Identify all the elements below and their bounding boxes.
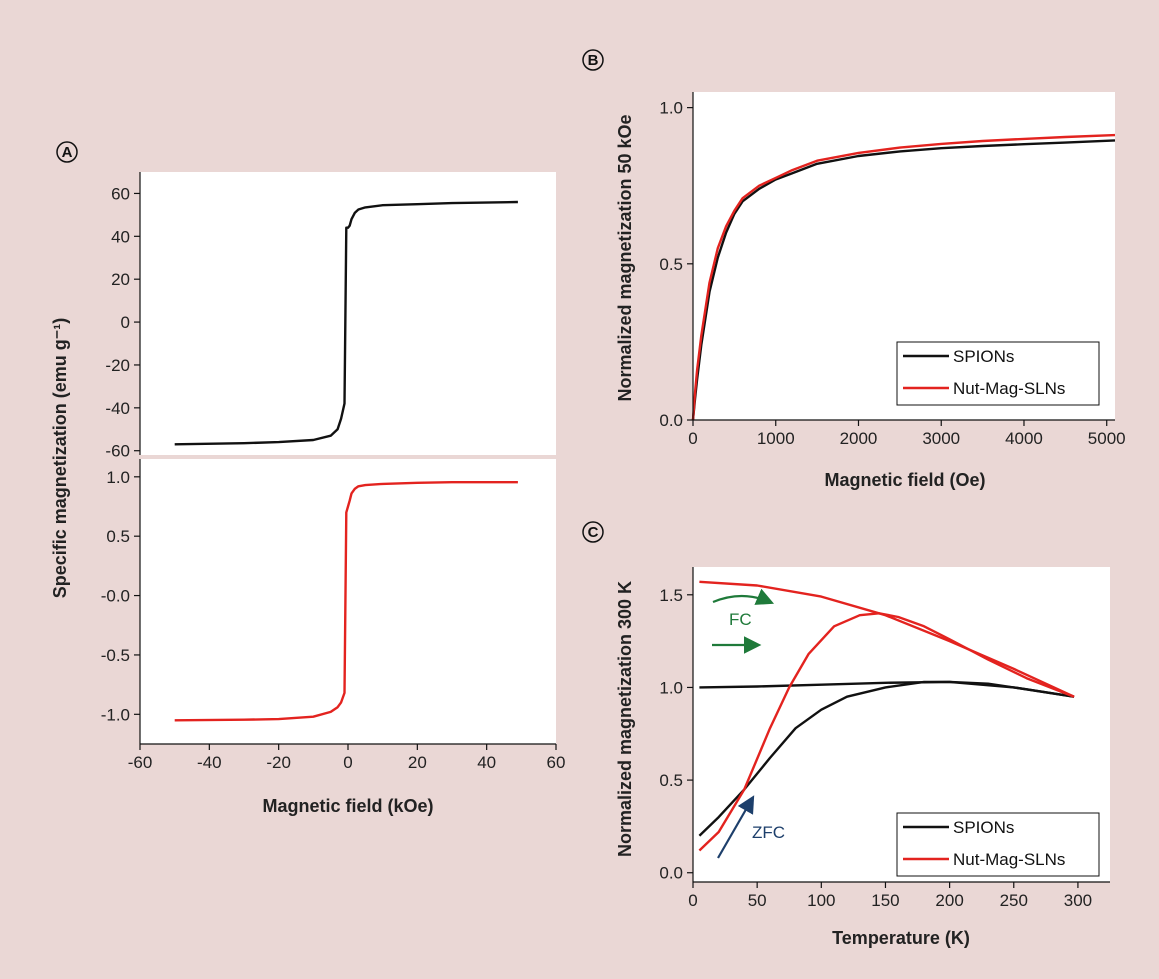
series-line-b-0 xyxy=(691,139,1116,421)
x-tick-label: 200 xyxy=(935,891,963,910)
series-line-a-bottom-0 xyxy=(174,481,518,722)
panel-b: B 0.0 0.5 1.0 0 1000 2000 3000 4000 5000 Normali… xyxy=(582,49,1126,490)
panel-c-x-axis-label: Temperature (K) xyxy=(832,928,970,948)
fc-annotation: FC xyxy=(729,610,752,629)
x-tick-label: -20 xyxy=(266,753,291,772)
y-tick-label: 0.5 xyxy=(659,255,683,274)
x-tick-label: 60 xyxy=(547,753,566,772)
panel-a: A 60 40 20 0 -20 -40 -60 1.0 0.5 -0.0 -0.5 -1.0 -60… xyxy=(50,141,566,816)
y-tick-label: -1.0 xyxy=(101,705,130,724)
y-tick-label: -20 xyxy=(105,356,130,375)
x-tick-label: 300 xyxy=(1064,891,1092,910)
legend-label-spions: SPIONs xyxy=(953,818,1014,837)
panel-c-plot: 0.0 0.5 1.0 1.5 0 50 100 150 200 250 300 xyxy=(659,567,1110,910)
x-tick-label: -40 xyxy=(197,753,222,772)
panel-a-top-plot: 60 40 20 0 -20 -40 -60 xyxy=(105,172,518,461)
x-tick-label: 100 xyxy=(807,891,835,910)
series-line-b-1 xyxy=(691,133,1116,421)
y-tick-label: -0.5 xyxy=(101,646,130,665)
y-tick-label: 1.5 xyxy=(659,586,683,605)
x-tick-label: -60 xyxy=(128,753,153,772)
panel-a-letter: A xyxy=(62,144,73,161)
x-tick-label: 20 xyxy=(408,753,427,772)
panel-a-bottom-plot: 1.0 0.5 -0.0 -0.5 -1.0 -60 -40 -20 0 20 40 60 xyxy=(101,459,566,772)
y-tick-label: 60 xyxy=(111,184,130,203)
x-tick-label: 1000 xyxy=(757,429,795,448)
y-tick-label: 40 xyxy=(111,227,130,246)
x-tick-label: 0 xyxy=(688,429,697,448)
series-line-a-top-0 xyxy=(174,200,518,446)
legend-label-spions: SPIONs xyxy=(953,347,1014,366)
x-tick-label: 5000 xyxy=(1088,429,1126,448)
legend-label-nut-mag-slns: Nut-Mag-SLNs xyxy=(953,379,1065,398)
x-tick-label: 3000 xyxy=(922,429,960,448)
x-tick-label: 2000 xyxy=(840,429,878,448)
panel-b-legend: SPIONs Nut-Mag-SLNs xyxy=(896,341,1100,406)
zfc-annotation: ZFC xyxy=(752,823,785,842)
y-tick-label: 0.0 xyxy=(659,864,683,883)
zfc-arrow xyxy=(717,795,755,859)
fc-curved-arrow xyxy=(712,588,775,605)
y-tick-label: 0.0 xyxy=(659,411,683,430)
panel-a-x-axis-label: Magnetic field (kOe) xyxy=(262,796,433,816)
panel-b-x-axis-label: Magnetic field (Oe) xyxy=(824,470,985,490)
y-tick-label: -40 xyxy=(105,399,130,418)
panel-c-badge xyxy=(582,521,604,543)
x-tick-label: 250 xyxy=(1000,891,1028,910)
x-tick-label: 50 xyxy=(748,891,767,910)
y-tick-label: -60 xyxy=(105,442,130,461)
series-line-c-3 xyxy=(698,612,1075,852)
y-tick-label: 1.0 xyxy=(659,678,683,697)
y-tick-label: 0.5 xyxy=(659,771,683,790)
panel-a-y-axis-label: Specific magnetization (emu g⁻¹) xyxy=(50,318,70,599)
y-tick-label: -0.0 xyxy=(101,587,130,606)
legend-label-nut-mag-slns: Nut-Mag-SLNs xyxy=(953,850,1065,869)
x-tick-label: 0 xyxy=(688,891,697,910)
panel-c-legend: SPIONs Nut-Mag-SLNs xyxy=(896,812,1100,877)
panel-a-top-plot-area xyxy=(140,172,556,455)
panel-c-y-axis-label: Normalized magnetization 300 K xyxy=(615,581,635,857)
x-tick-label: 40 xyxy=(477,753,496,772)
panel-a-badge xyxy=(56,141,78,163)
panel-c-letter: C xyxy=(588,524,599,541)
y-tick-label: 1.0 xyxy=(659,99,683,118)
panel-b-letter: B xyxy=(588,52,599,69)
y-tick-label: 0.5 xyxy=(106,527,130,546)
x-tick-label: 150 xyxy=(871,891,899,910)
panel-b-y-axis-label: Normalized magnetization 50 kOe xyxy=(615,114,635,401)
panel-b-badge xyxy=(582,49,604,71)
x-tick-label: 0 xyxy=(343,753,352,772)
panel-c: C 0.0 0.5 1.0 1.5 0 50 100 150 200 250 300 Normali… xyxy=(582,521,1110,948)
y-tick-label: 1.0 xyxy=(106,468,130,487)
y-tick-label: 20 xyxy=(111,270,130,289)
y-tick-label: 0 xyxy=(121,313,130,332)
x-tick-label: 4000 xyxy=(1005,429,1043,448)
panel-b-plot: 0.0 0.5 1.0 0 1000 2000 3000 4000 5000 xyxy=(659,92,1126,448)
panel-a-bottom-plot-area xyxy=(140,459,556,744)
